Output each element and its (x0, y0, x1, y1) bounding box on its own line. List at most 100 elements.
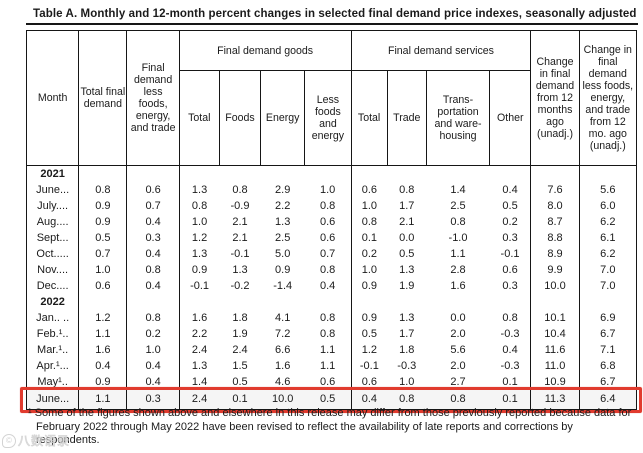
empty-cell (179, 166, 219, 182)
value-cell: 1.7 (399, 199, 415, 212)
value-cell: 0.9 (191, 263, 208, 276)
data-row: Sept... 0.5 0.3 1.2 2.1 2.5 0.6 0.1 0.0 -1.0 0.3 8.… (26, 229, 637, 246)
value-cell: 0.2 (126, 325, 180, 342)
value-cell: 1.1 (78, 325, 128, 342)
value-cell: 1.9 (399, 279, 415, 292)
value-cell: 6.9 (600, 311, 616, 324)
table-body: 2021 June... 0.8 0.6 1.3 0.8 2.9 1.0 0.6 0.8 1.4 0.… (26, 165, 637, 410)
value-cell: 8.9 (530, 245, 580, 262)
value-cell: -0.3 (489, 357, 532, 374)
value-cell: 0.6 (489, 261, 532, 278)
value-cell: 0.5 (232, 375, 248, 388)
value-cell: 0.4 (78, 357, 128, 374)
value-cell: 0.5 (399, 247, 415, 260)
col-header-goods-energy: Energy (260, 70, 306, 166)
value-cell: 6.2 (600, 215, 616, 228)
empty-cell (304, 293, 352, 310)
value-cell: 2.2 (275, 199, 291, 212)
value-cell: 7.6 (530, 181, 580, 198)
data-row: Jan.. .. 1.2 0.8 1.6 1.8 4.1 0.8 0.9 1.3 0.0 0.8 10… (26, 309, 637, 326)
value-cell: 6.1 (600, 231, 616, 244)
value-cell: 6.2 (600, 247, 616, 260)
empty-cell (351, 166, 387, 182)
empty-cell (78, 165, 128, 182)
col-header-services-trade: Trade (386, 70, 427, 166)
value-cell: 0.8 (399, 183, 415, 196)
empty-cell (426, 294, 489, 310)
value-cell: 5.0 (275, 247, 291, 260)
value-cell: 0.3 (489, 277, 532, 294)
value-cell: 1.1 (304, 341, 352, 358)
value-cell: 2.8 (450, 263, 466, 276)
table-title: Table A. Monthly and 12-month percent ch… (26, 8, 638, 25)
data-row: Dec.... 0.6 0.4 -0.1 -0.2 -1.4 0.4 0.9 1.9 1.6 0.3… (26, 277, 637, 294)
month-label: July.... (26, 197, 80, 214)
value-cell: 6.6 (275, 343, 291, 356)
month-label: Oct..... (26, 245, 80, 262)
value-cell: 0.5 (78, 229, 128, 246)
value-cell: 1.3 (191, 183, 208, 196)
col-header-goods-total: Total (178, 70, 220, 166)
value-cell: 0.7 (78, 245, 128, 262)
year-label: 2021 (26, 165, 80, 182)
value-cell: -1.0 (448, 231, 468, 244)
value-cell: 0.8 (126, 261, 180, 278)
value-cell: 5.6 (450, 343, 466, 356)
value-cell: 0.8 (126, 309, 180, 326)
data-row: Apr.¹... 0.4 0.4 1.3 1.5 1.6 1.1 -0.1 -0.3 2.0 -0.… (26, 357, 637, 374)
value-cell: 0.8 (426, 389, 490, 410)
empty-cell (426, 166, 489, 182)
col-header-month: Month (25, 30, 80, 166)
value-cell: 5.6 (600, 183, 616, 196)
value-cell: 2.9 (275, 183, 291, 196)
year-row: 2021 (26, 165, 637, 182)
value-cell: -1.4 (273, 279, 293, 292)
value-cell: 11.0 (530, 357, 580, 374)
value-cell: 2.4 (191, 343, 208, 356)
empty-cell (78, 293, 128, 310)
value-cell: 8.8 (530, 229, 580, 246)
value-cell: 10.9 (530, 373, 580, 390)
value-cell: 0.8 (361, 215, 377, 228)
value-cell: 2.4 (232, 343, 248, 356)
value-cell: 6.0 (600, 199, 616, 212)
value-cell: 1.3 (232, 263, 248, 276)
value-cell: 0.2 (489, 213, 532, 230)
value-cell: 10.1 (530, 309, 580, 326)
empty-cell (304, 165, 352, 182)
value-cell: 2.4 (179, 389, 220, 410)
value-cell: 11.3 (530, 389, 580, 410)
value-cell: 7.1 (600, 343, 616, 356)
empty-cell (489, 293, 532, 310)
value-cell: 2.7 (450, 375, 466, 388)
value-cell: 2.5 (450, 199, 466, 212)
value-cell: 0.9 (361, 311, 377, 324)
month-label: Jan.. .. (26, 309, 80, 326)
value-cell: 4.6 (275, 375, 291, 388)
value-cell: 1.3 (191, 247, 208, 260)
watermark: © 八数语录 (2, 432, 70, 449)
value-cell: 1.2 (78, 309, 128, 326)
value-cell: 0.5 (361, 327, 377, 340)
group-header-final-demand-goods: Final demand goods (178, 30, 352, 71)
value-cell: 0.6 (304, 229, 352, 246)
value-cell: 0.2 (361, 247, 377, 260)
value-cell: 8.0 (530, 197, 580, 214)
data-row: July.... 0.9 0.7 0.8 -0.9 2.2 0.8 1.0 1.7 2.5 0.5 8… (26, 197, 637, 214)
value-cell: 0.8 (232, 183, 248, 196)
value-cell: 0.0 (450, 311, 466, 324)
value-cell: 0.9 (78, 197, 128, 214)
value-cell: 10.0 (530, 277, 580, 294)
value-cell: 1.6 (191, 311, 208, 324)
value-cell: 0.8 (304, 261, 352, 278)
value-cell: 0.4 (489, 341, 532, 358)
month-label: June... (26, 389, 80, 410)
col-header-fd-less-foods-energy-trade: Final demand less foods, energy, and tra… (126, 30, 180, 166)
value-cell: 0.1 (489, 389, 532, 410)
value-cell: 0.3 (126, 229, 180, 246)
value-cell: 1.3 (399, 263, 415, 276)
value-cell: 2.5 (275, 231, 291, 244)
empty-cell (179, 294, 219, 310)
value-cell: 1.8 (232, 311, 248, 324)
